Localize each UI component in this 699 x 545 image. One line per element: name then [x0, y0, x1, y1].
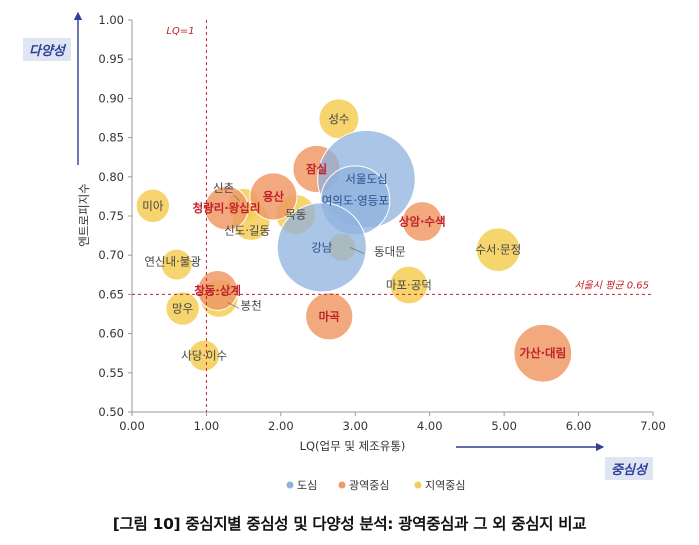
- bubble-가산·대림: [513, 323, 573, 383]
- y-tick-label: 0.80: [98, 170, 124, 184]
- x-tick-label: 4.00: [417, 419, 443, 433]
- bubble-label: 목동: [285, 207, 306, 221]
- bubble-강남: [276, 202, 367, 293]
- bubble-label: 청량리·왕십리: [193, 201, 261, 215]
- bubble-수서·문정: [475, 227, 521, 273]
- leader-line: [226, 301, 240, 309]
- bubble-label: 수서·문정: [475, 243, 521, 257]
- diversity-axis-tag: 다양성: [23, 38, 71, 61]
- leader-line: [349, 246, 365, 254]
- bubble-label: 마곡: [319, 309, 341, 323]
- y-tick-label: 1.00: [98, 13, 124, 27]
- x-tick-label: 1.00: [194, 419, 220, 433]
- bubble-label: 용산: [263, 189, 285, 203]
- lq-reference-label: LQ=1: [166, 26, 194, 37]
- centrality-axis-tag: 중심성: [605, 457, 653, 480]
- bubble-마포·공덕: [389, 265, 429, 305]
- bubble-망우: [165, 291, 200, 326]
- x-tick-label: 2.00: [268, 419, 294, 433]
- legend-marker: [286, 481, 294, 489]
- bubble-청량리·왕십리: [204, 185, 249, 231]
- bubble-label: 여의도·영등포: [322, 193, 389, 207]
- bubble-마곡: [305, 292, 354, 341]
- y-tick-label: 0.70: [98, 248, 124, 262]
- bubble-label: 동대문: [374, 244, 406, 258]
- bubble-label: 강남: [311, 240, 333, 254]
- legend-label: 광역중심: [349, 479, 389, 492]
- bubble-label: 연신내·불광: [144, 255, 201, 269]
- bubble-label: 망우: [172, 302, 193, 316]
- y-tick-label: 0.50: [98, 405, 124, 419]
- x-tick-label: 6.00: [566, 419, 592, 433]
- x-tick-label: 3.00: [342, 419, 368, 433]
- x-axis-label: LQ(업무 및 제조유통): [300, 439, 406, 453]
- y-tick-label: 0.85: [98, 131, 124, 145]
- bubble-label: 사당·이수: [181, 349, 227, 363]
- y-tick-label: 0.75: [98, 209, 124, 223]
- seoul-average-label: 서울시 평균 0.65: [574, 279, 649, 291]
- x-tick-label: 5.00: [491, 419, 517, 433]
- bubble-label: 봉천: [240, 298, 261, 312]
- bubble-용산: [249, 172, 298, 221]
- leader-line: [233, 194, 240, 202]
- bubble-label: 미아: [142, 199, 164, 213]
- bubble-창동·상계: [197, 270, 239, 311]
- legend-label: 지역중심: [425, 479, 465, 492]
- bubble-label: 창동·상계: [194, 283, 241, 297]
- bubble-label: 마포·공덕: [386, 278, 432, 292]
- bubble-사당·이수: [188, 339, 221, 372]
- y-tick-label: 0.55: [98, 366, 124, 380]
- y-tick-label: 0.60: [98, 327, 124, 341]
- y-axis-label: 엔트로피지수: [77, 183, 91, 246]
- bubble-상암·수색: [401, 201, 443, 242]
- x-tick-label: 0.00: [119, 419, 145, 433]
- y-tick-label: 0.65: [98, 287, 124, 301]
- bubble-label: 신도·길동: [224, 223, 270, 237]
- bubble-label: 잠실: [306, 162, 327, 176]
- legend-marker: [414, 481, 422, 489]
- legend-label: 도심: [297, 479, 317, 492]
- bubble-연신내·불광: [160, 248, 193, 281]
- bubble-label: 가산·대림: [519, 346, 566, 360]
- bubble-label: 성수: [328, 112, 349, 126]
- figure-caption: [그림 10] 중심지별 중심성 및 다양성 분석: 광역중심과 그 외 중심지…: [112, 515, 587, 533]
- bubble-미아: [135, 188, 171, 223]
- y-tick-label: 0.95: [98, 52, 124, 66]
- bubble-label: 신촌: [213, 181, 234, 195]
- y-tick-label: 0.90: [98, 91, 124, 105]
- legend-marker: [338, 481, 346, 489]
- bubble-label: 상암·수색: [399, 214, 446, 228]
- bubble-label: 서울도심: [345, 172, 387, 186]
- x-tick-label: 7.00: [640, 419, 666, 433]
